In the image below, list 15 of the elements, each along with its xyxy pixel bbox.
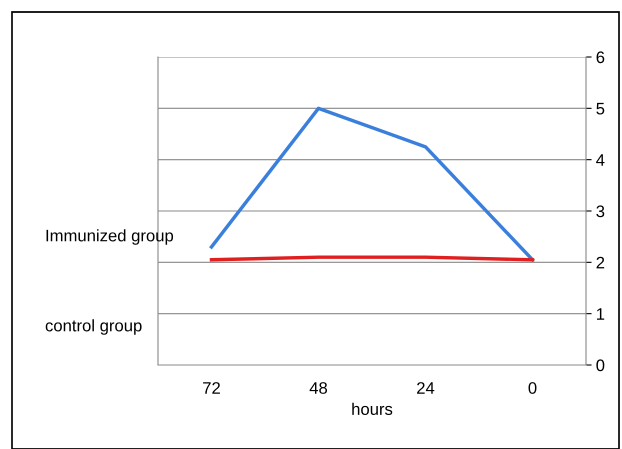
y-tick-label: 5 (596, 102, 604, 115)
y-tick-label: 6 (596, 51, 604, 64)
y-tick-label: 2 (596, 256, 604, 268)
annotation: Immunized group (46, 229, 174, 245)
line-series (210, 106, 534, 262)
text: control group (46, 319, 142, 335)
x-tick-label: 24 (417, 382, 434, 394)
x-tick-label: 0 (528, 382, 536, 394)
y-tick-label: 1 (596, 308, 604, 320)
x-tick-label: 72 (203, 382, 220, 394)
x-axis-title: hours (352, 402, 392, 415)
x-tick-label: 48 (310, 382, 328, 394)
y-tick-label: 0 (596, 359, 604, 372)
y-tick-label: 4 (596, 154, 605, 166)
y-tick-label: 3 (596, 205, 604, 218)
